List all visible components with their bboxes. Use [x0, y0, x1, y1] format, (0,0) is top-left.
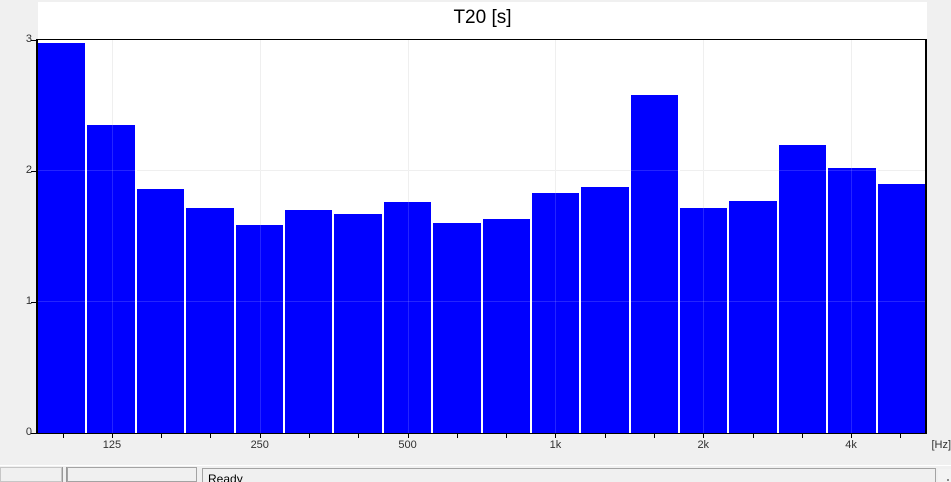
bar	[877, 184, 926, 433]
bar	[38, 42, 88, 433]
x-tick-mark	[851, 434, 852, 438]
x-tick-mark	[63, 434, 64, 438]
chart-title: T20 [s]	[453, 7, 512, 28]
bar	[630, 95, 681, 433]
bar	[482, 219, 532, 433]
x-tick-mark	[703, 434, 704, 438]
vertical-gridline-overlay	[407, 40, 409, 433]
status-ready-text: Ready	[208, 472, 243, 482]
x-tick-mark	[161, 434, 162, 438]
bar	[284, 210, 335, 433]
bar	[581, 186, 631, 433]
status-panel-left	[0, 467, 62, 482]
bar	[136, 189, 187, 433]
x-tick-label: 500	[398, 439, 417, 451]
status-panel-ready: Ready	[202, 468, 936, 482]
bar	[235, 224, 285, 433]
x-tick-mark	[802, 434, 803, 438]
bar	[680, 207, 730, 433]
bar	[334, 214, 384, 433]
x-tick-mark	[358, 434, 359, 438]
bar	[778, 144, 829, 433]
bar	[828, 168, 878, 433]
bar	[729, 201, 779, 433]
y-tick-label: 1	[25, 295, 32, 307]
x-axis-unit-label: [Hz]	[931, 439, 951, 451]
horizontal-gridline	[38, 170, 925, 171]
status-panel-middle	[67, 467, 197, 482]
x-tick-mark	[112, 434, 113, 438]
x-tick-mark	[210, 434, 211, 438]
y-tick-label: 0	[25, 426, 32, 438]
vertical-gridline-overlay	[851, 40, 853, 433]
resize-grip[interactable]	[938, 469, 951, 482]
x-tick-mark	[309, 434, 310, 438]
y-tick-label: 3	[25, 33, 32, 45]
x-tick-label: 125	[102, 439, 122, 451]
grid-overlay-layer	[38, 40, 925, 433]
x-tick-mark	[260, 434, 261, 438]
x-tick-label: 4k	[845, 439, 857, 451]
bars-layer	[38, 40, 926, 433]
plot-area	[36, 39, 927, 434]
bar	[186, 207, 236, 433]
x-tick-mark	[506, 434, 507, 438]
x-tick-mark	[654, 434, 655, 438]
status-bar-top-highlight	[0, 465, 951, 466]
x-tick-mark	[555, 434, 556, 438]
x-tick-mark	[753, 434, 754, 438]
vertical-gridline-overlay	[111, 40, 113, 433]
x-tick-label: 2k	[697, 439, 710, 451]
x-tick-mark	[900, 434, 901, 438]
bar	[531, 193, 582, 433]
y-tick-label: 2	[25, 164, 32, 176]
x-tick-mark	[605, 434, 606, 438]
vertical-gridline-overlay	[555, 40, 557, 433]
horizontal-gridline-overlay	[38, 170, 925, 171]
horizontal-gridline-overlay	[38, 301, 925, 303]
bar	[383, 202, 434, 433]
x-tick-mark	[457, 434, 458, 438]
bar	[433, 223, 483, 433]
x-tick-label: 250	[250, 439, 269, 451]
x-tick-label: 1k	[549, 439, 562, 451]
x-tick-mark	[408, 434, 409, 438]
status-separator-line	[62, 467, 63, 482]
vertical-gridline-overlay	[259, 40, 261, 433]
vertical-gridline-overlay	[703, 40, 705, 433]
status-separator-line	[66, 467, 67, 482]
resize-grip-dot	[947, 479, 949, 481]
bar	[87, 125, 137, 433]
